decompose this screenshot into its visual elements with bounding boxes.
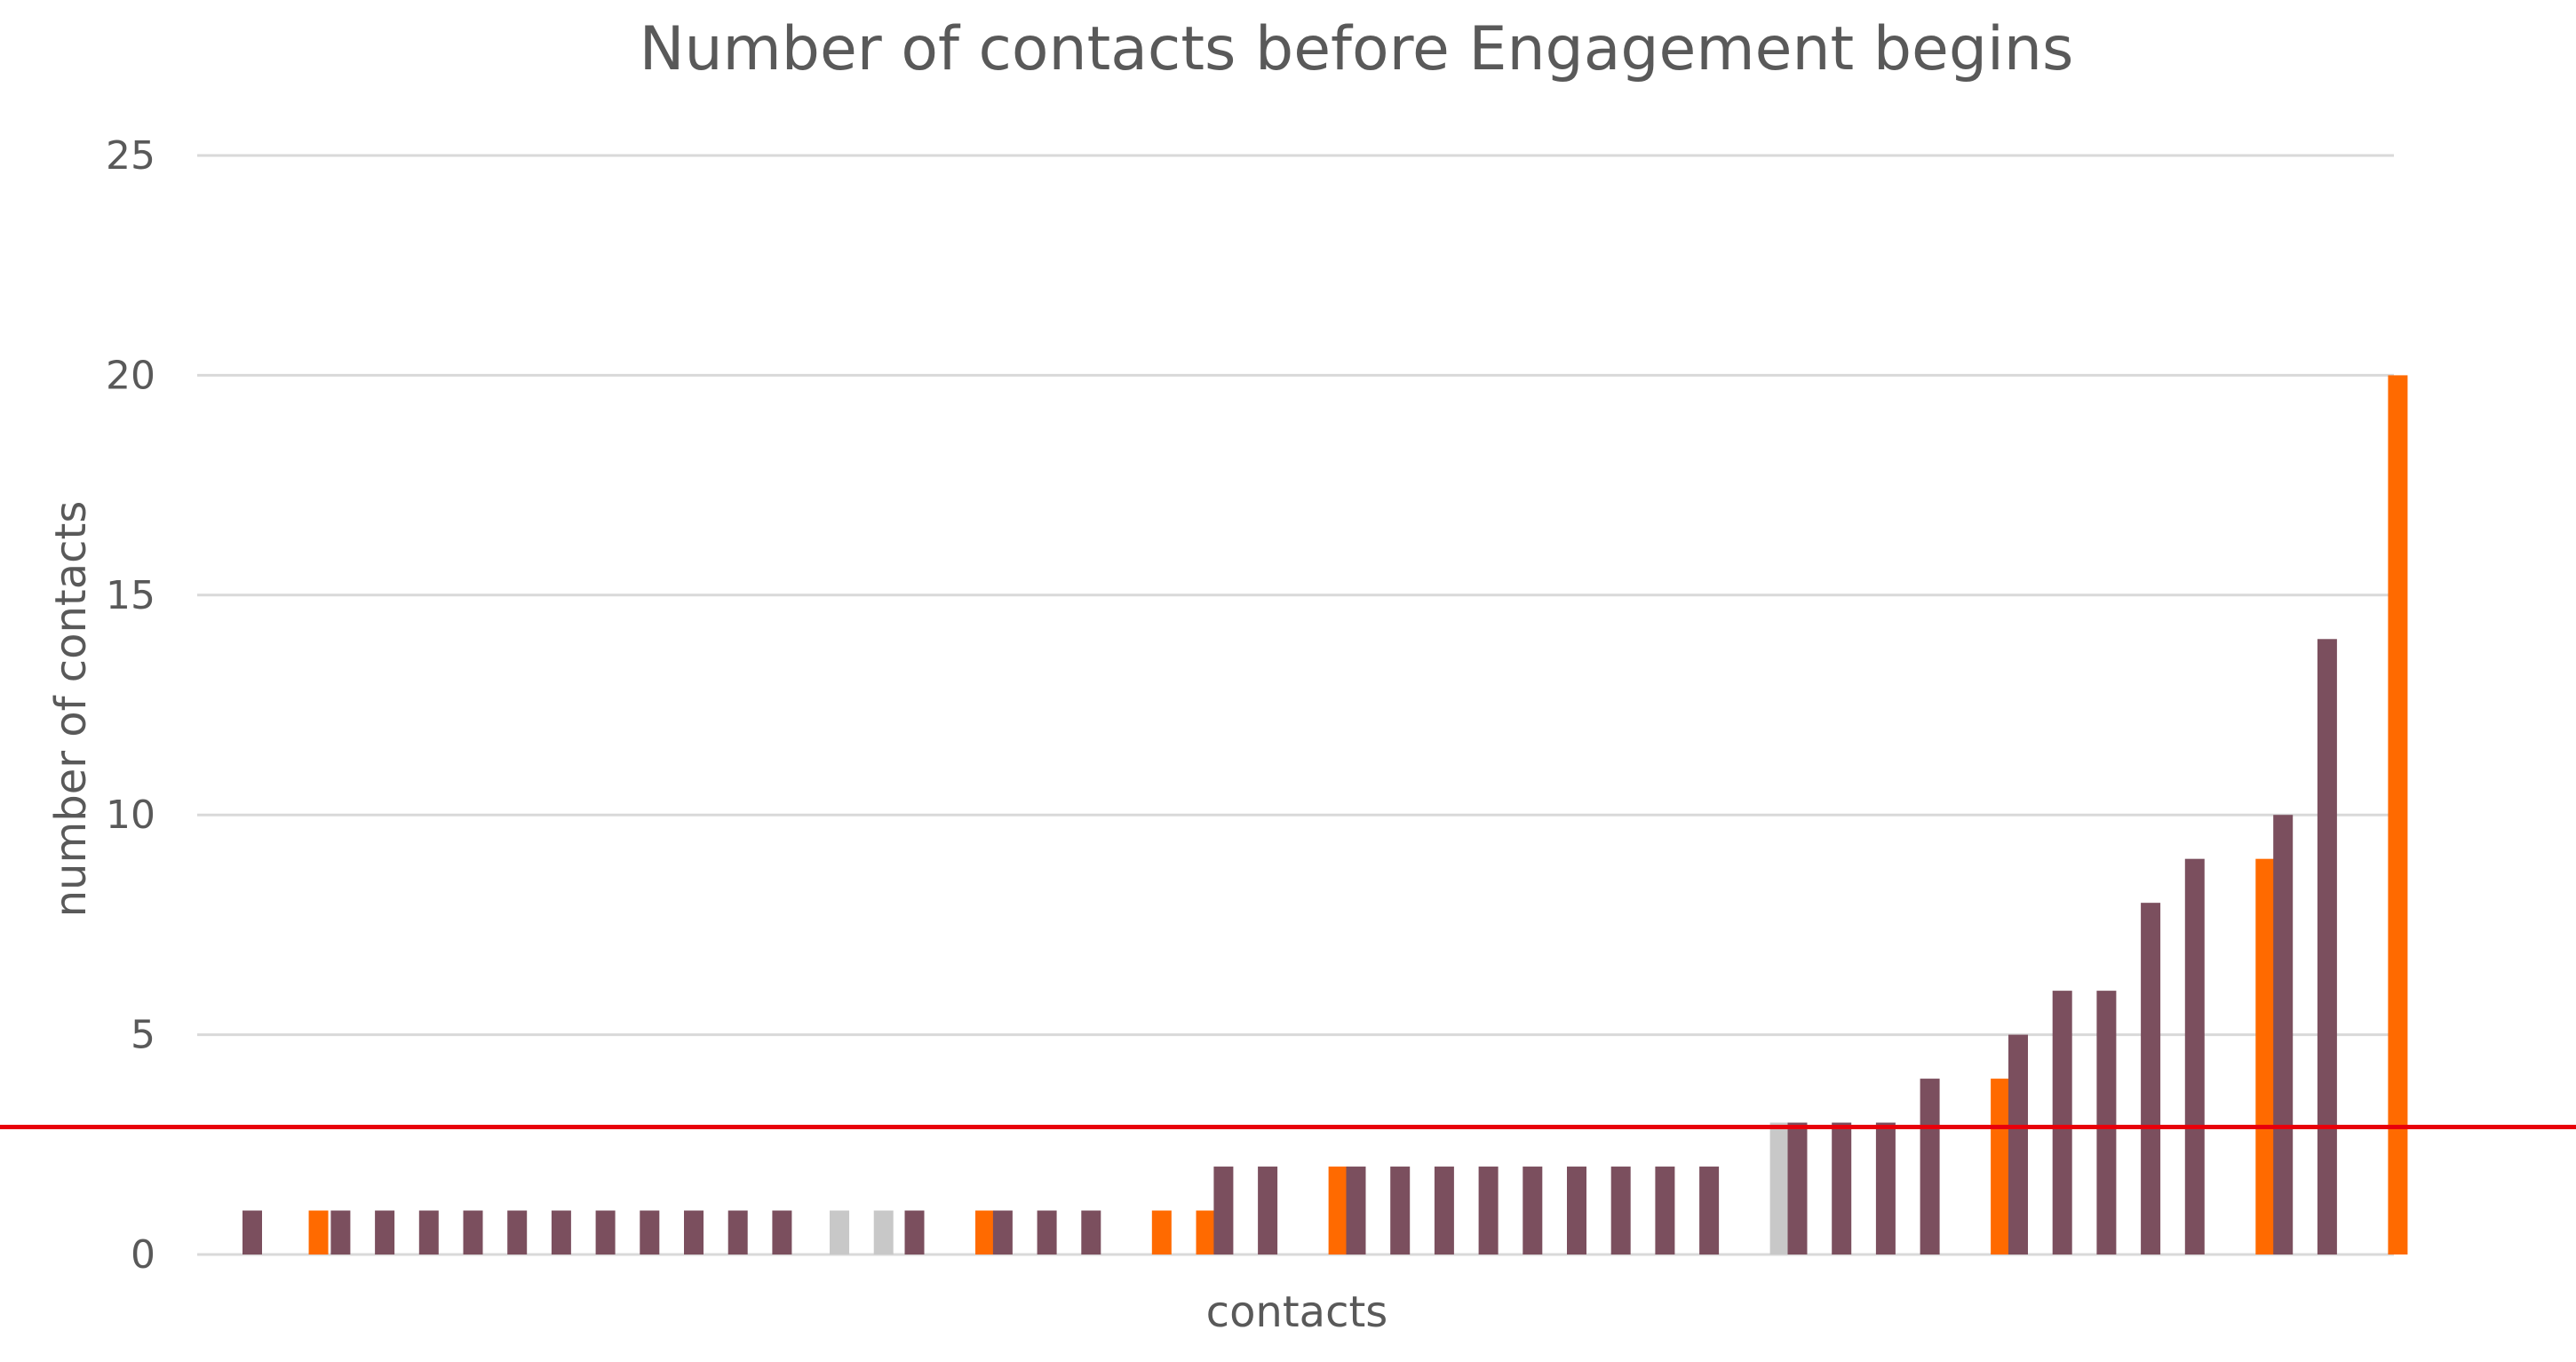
bar-purple (640, 1210, 660, 1254)
bar-gray (873, 1210, 894, 1254)
bar-purple (2273, 815, 2294, 1254)
chart-title: Number of contacts before Engagement beg… (640, 14, 2074, 84)
bar-orange (308, 1210, 329, 1254)
bar-orange (2255, 858, 2276, 1254)
bar-purple (1610, 1167, 1631, 1254)
bars (242, 375, 2408, 1254)
bar-purple (1787, 1122, 1808, 1254)
y-tick-label: 25 (106, 133, 155, 179)
x-axis-label: contacts (1206, 1287, 1388, 1337)
bar-purple (1346, 1167, 1366, 1254)
bar-purple (2096, 991, 2117, 1254)
bar-purple (418, 1210, 439, 1254)
bar-purple (1699, 1167, 1720, 1254)
bar-purple (1920, 1079, 1940, 1254)
bar-purple (2008, 1034, 2028, 1254)
bar-purple (992, 1210, 1013, 1254)
bar-purple (1258, 1167, 1278, 1254)
bar-purple (1832, 1122, 1852, 1254)
bar-purple (242, 1210, 262, 1254)
bar-orange (2388, 375, 2408, 1254)
bar-purple (1523, 1167, 1543, 1254)
y-tick-label: 5 (131, 1013, 155, 1058)
bar-purple (772, 1210, 792, 1254)
bar-purple (2141, 903, 2161, 1254)
y-axis-label: number of contacts (46, 501, 96, 918)
bar-purple (1875, 1122, 1896, 1254)
bar-purple (684, 1210, 704, 1254)
bar-purple (1390, 1167, 1411, 1254)
y-tick-label: 10 (106, 793, 155, 838)
bar-orange (1196, 1210, 1216, 1254)
bar-purple (727, 1210, 748, 1254)
bar-purple (1434, 1167, 1454, 1254)
bar-purple (507, 1210, 528, 1254)
y-tick-label: 20 (106, 353, 155, 398)
bar-orange (1151, 1210, 1172, 1254)
bar-purple (551, 1210, 571, 1254)
bar-purple (330, 1210, 351, 1254)
bar-gray (1769, 1122, 1790, 1254)
bar-purple (375, 1210, 395, 1254)
bar-gray (830, 1210, 850, 1254)
bar-purple (2052, 991, 2072, 1254)
bar-purple (2184, 858, 2205, 1254)
bar-orange (975, 1210, 996, 1254)
bar-purple (1081, 1210, 1101, 1254)
y-tick-label: 0 (131, 1232, 155, 1278)
bar-purple (1037, 1210, 1057, 1254)
bar-purple (2317, 639, 2337, 1254)
bar-purple (463, 1210, 483, 1254)
bar-purple (1478, 1167, 1499, 1254)
y-tick-label: 15 (106, 573, 155, 618)
bar-purple (1567, 1167, 1586, 1254)
bar-orange (1328, 1167, 1348, 1254)
bar-purple (904, 1210, 925, 1254)
bar-purple (1655, 1167, 1675, 1254)
bar-purple (595, 1210, 616, 1254)
bar-orange (1991, 1079, 2011, 1254)
y-axis-ticks: 0 5 10 15 20 25 (106, 133, 155, 1278)
bar-purple (1213, 1167, 1234, 1254)
